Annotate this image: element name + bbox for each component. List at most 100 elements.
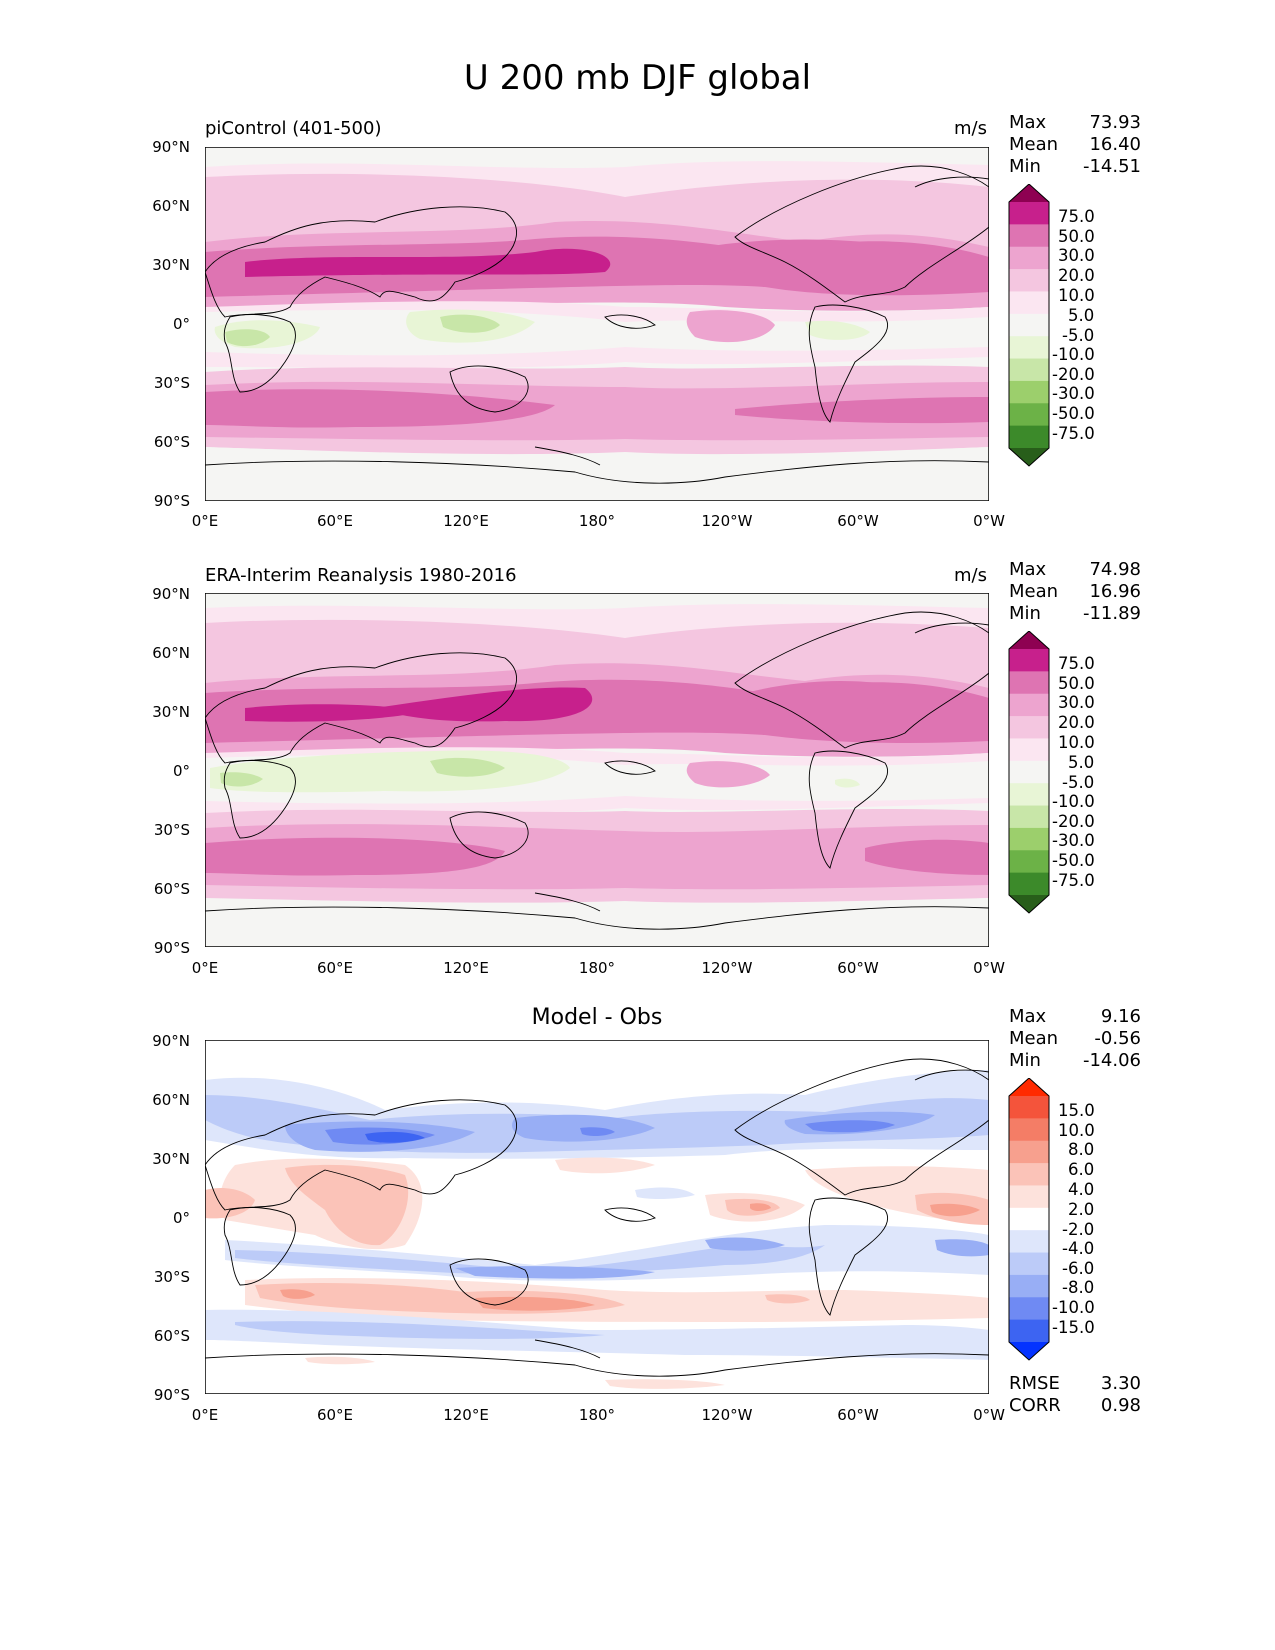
model-colorbar-segment xyxy=(1009,425,1049,449)
diff-cb-label-11: -15.0 xyxy=(1052,1318,1095,1337)
figure-title: U 200 mb DJF global xyxy=(463,58,812,98)
diff-max-value: 9.16 xyxy=(1100,1006,1141,1027)
obs-cb-label-11: -75.0 xyxy=(1052,871,1095,890)
p2-xtick-120e: 120°E xyxy=(443,959,489,977)
obs-map xyxy=(205,593,989,947)
model-colorbar-segment xyxy=(1009,269,1049,292)
p1-xtick-60w: 60°W xyxy=(837,512,879,530)
obs-panel-label: ERA-Interim Reanalysis 1980-2016 xyxy=(205,565,517,586)
obs-cb-label-4: 10.0 xyxy=(1058,733,1095,752)
corr-value: 0.98 xyxy=(1100,1395,1141,1416)
p3-xtick-120e: 120°E xyxy=(443,1406,489,1424)
model-cb-label-9: -30.0 xyxy=(1052,384,1095,403)
obs-colorbar-segment xyxy=(1009,872,1049,896)
p1-xtick-120e: 120°E xyxy=(443,512,489,530)
diff-cb-label-7: -4.0 xyxy=(1062,1239,1095,1258)
p1-ytick-90s: 90°S xyxy=(153,492,190,510)
diff-colorbar-segment xyxy=(1009,1252,1049,1276)
p3-xtick-0e: 0°E xyxy=(191,1406,219,1424)
diff-cb-label-5: 2.0 xyxy=(1068,1200,1095,1219)
model-colorbar-extend-bottom xyxy=(1009,448,1049,466)
model-cb-label-2: 30.0 xyxy=(1058,246,1095,265)
diff-panel-title: Model - Obs xyxy=(531,1005,663,1030)
model-colorbar-segment xyxy=(1009,202,1049,225)
obs-mean-label: Mean xyxy=(1009,581,1059,602)
rmse-label: RMSE xyxy=(1009,1373,1060,1394)
diff-colorbar-segment xyxy=(1009,1096,1049,1119)
p1-ytick-60s: 60°S xyxy=(153,433,190,451)
model-colorbar-segment xyxy=(1009,313,1049,337)
obs-cb-label-6: -5.0 xyxy=(1062,773,1095,792)
model-colorbar-segment xyxy=(1009,291,1049,315)
p1-ytick-0: 0° xyxy=(172,315,190,333)
p2-xtick-0w: 0°W xyxy=(973,959,1005,977)
model-cb-label-10: -50.0 xyxy=(1052,404,1095,423)
p3-ytick-30s: 30°S xyxy=(153,1268,190,1286)
diff-colorbar-segment xyxy=(1009,1319,1049,1343)
model-colorbar-extend-top xyxy=(1009,184,1049,202)
p2-ytick-90s: 90°S xyxy=(153,939,190,957)
p2-ytick-60n: 60°N xyxy=(152,644,190,662)
diff-cb-label-8: -6.0 xyxy=(1062,1259,1095,1278)
obs-colorbar-segment xyxy=(1009,827,1049,851)
p2-ytick-30s: 30°S xyxy=(153,821,190,839)
p3-ytick-90n: 90°N xyxy=(152,1032,190,1050)
model-max-label: Max xyxy=(1009,112,1047,133)
diff-min-value: -14.06 xyxy=(1082,1050,1141,1071)
diff-cb-label-1: 10.0 xyxy=(1058,1121,1095,1140)
obs-cb-label-9: -30.0 xyxy=(1052,831,1095,850)
p1-xtick-60e: 60°E xyxy=(316,512,354,530)
model-cb-label-0: 75.0 xyxy=(1058,207,1095,226)
diff-map xyxy=(205,1040,989,1394)
obs-colorbar-segment xyxy=(1009,760,1049,784)
p1-ytick-30s: 30°S xyxy=(153,374,190,392)
model-units-label: m/s xyxy=(954,118,987,139)
p2-xtick-60w: 60°W xyxy=(837,959,879,977)
obs-stats: Max 74.98 Mean 16.96 Min -11.89 xyxy=(1009,559,1141,625)
obs-units-label: m/s xyxy=(954,565,987,586)
diff-colorbar-segment xyxy=(1009,1118,1049,1142)
model-cb-label-5: 5.0 xyxy=(1068,306,1095,325)
p2-ytick-60s: 60°S xyxy=(153,880,190,898)
p3-ytick-60n: 60°N xyxy=(152,1091,190,1109)
p1-xtick-0w: 0°W xyxy=(973,512,1005,530)
model-colorbar xyxy=(1008,184,1050,467)
obs-min-label: Min xyxy=(1009,603,1041,624)
model-colorbar-segment xyxy=(1009,380,1049,404)
corr-label: CORR xyxy=(1009,1395,1061,1416)
diff-colorbar xyxy=(1008,1078,1050,1361)
obs-colorbar-extend-top xyxy=(1009,631,1049,649)
p1-ytick-60n: 60°N xyxy=(152,197,190,215)
obs-colorbar-segment xyxy=(1009,693,1049,717)
diff-colorbar-segment xyxy=(1009,1163,1049,1186)
p2-xtick-180: 180° xyxy=(578,959,616,977)
obs-max-value: 74.98 xyxy=(1089,559,1141,580)
obs-colorbar-segment xyxy=(1009,716,1049,739)
diff-colorbar-segment xyxy=(1009,1297,1049,1321)
obs-colorbar-extend-bottom xyxy=(1009,895,1049,913)
diff-cb-label-3: 6.0 xyxy=(1068,1160,1095,1179)
diff-colorbar-segment xyxy=(1009,1140,1049,1164)
model-cb-label-3: 20.0 xyxy=(1058,266,1095,285)
p3-xtick-60w: 60°W xyxy=(837,1406,879,1424)
model-cb-label-11: -75.0 xyxy=(1052,424,1095,443)
p2-ytick-30n: 30°N xyxy=(152,703,190,721)
obs-cb-label-5: 5.0 xyxy=(1068,753,1095,772)
diff-max-label: Max xyxy=(1009,1006,1047,1027)
obs-max-label: Max xyxy=(1009,559,1047,580)
p2-ytick-0: 0° xyxy=(172,762,190,780)
diff-min-label: Min xyxy=(1009,1050,1041,1071)
obs-cb-label-2: 30.0 xyxy=(1058,693,1095,712)
model-colorbar-segment xyxy=(1009,336,1049,360)
obs-colorbar-segment xyxy=(1009,783,1049,807)
rmse-value: 3.30 xyxy=(1100,1373,1141,1394)
model-cb-label-8: -20.0 xyxy=(1052,365,1095,384)
obs-cb-label-0: 75.0 xyxy=(1058,654,1095,673)
model-colorbar-segment xyxy=(1009,224,1049,248)
obs-cb-label-8: -20.0 xyxy=(1052,812,1095,831)
diff-colorbar-extend-bottom xyxy=(1009,1342,1049,1360)
diff-cb-label-9: -8.0 xyxy=(1062,1278,1095,1297)
diff-metrics: RMSE 3.30 CORR 0.98 xyxy=(1009,1373,1141,1417)
p1-xtick-120w: 120°W xyxy=(701,512,753,530)
model-cb-label-1: 50.0 xyxy=(1058,227,1095,246)
